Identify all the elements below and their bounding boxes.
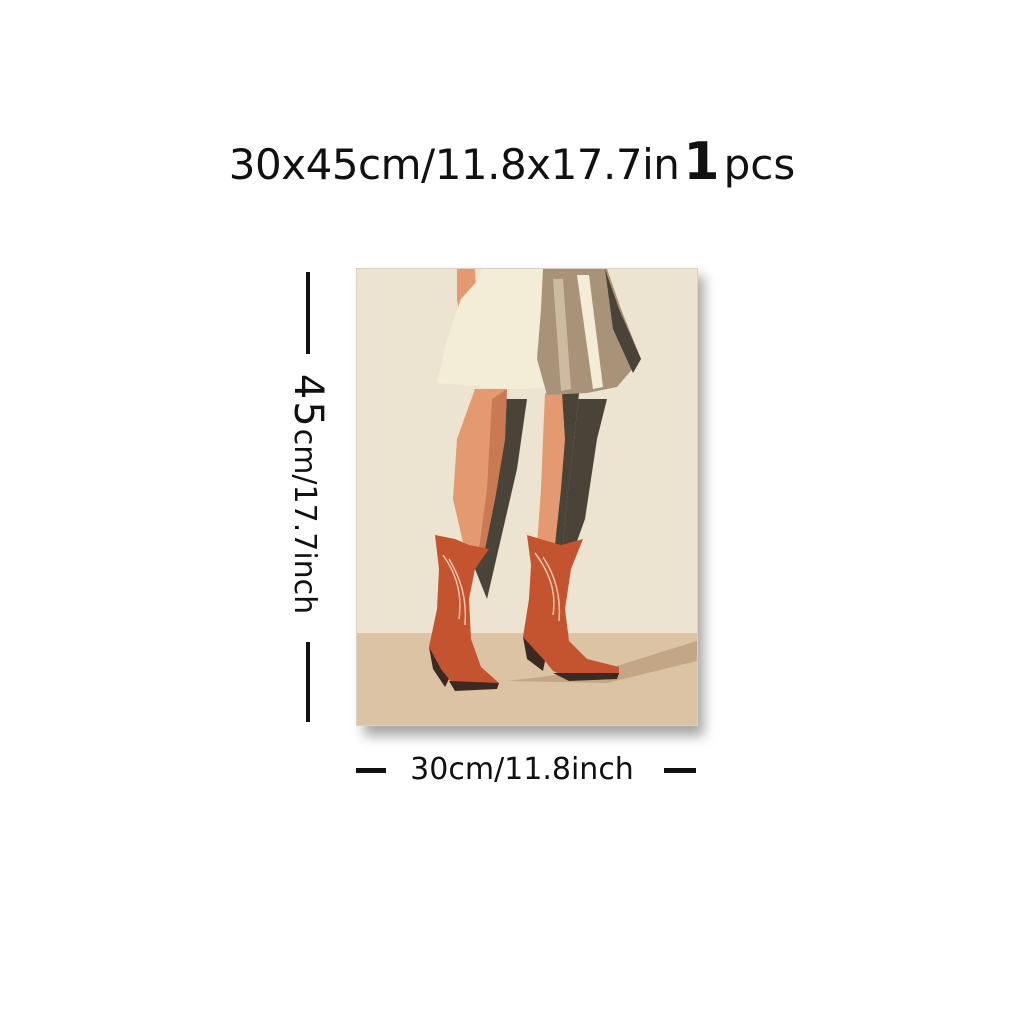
right-boot <box>523 535 619 679</box>
right-boot-heel <box>523 637 545 671</box>
width-dimension-label: 30cm/11.8inch <box>410 752 634 787</box>
quantity-unit: pcs <box>723 140 796 189</box>
quantity-number: 1 <box>683 132 720 192</box>
width-dimension-line-right <box>664 768 696 773</box>
dress-edge-shadow <box>605 269 641 373</box>
right-boot-sole <box>553 673 619 681</box>
left-boot-stitch <box>442 554 467 626</box>
legs-in-red-cowboy-boots-icon <box>357 269 697 725</box>
right-boot-stitch <box>534 552 561 622</box>
size-headline: 30x45cm/11.8x17.7in1pcs <box>0 136 1024 188</box>
left-boot-heel <box>429 647 449 687</box>
height-unit-text: cm/17.7inch <box>287 428 322 615</box>
floor-shadow <box>507 641 697 683</box>
dress-fold-2 <box>577 275 603 389</box>
height-number: 45 <box>285 373 331 429</box>
right-leg-shade <box>555 393 579 545</box>
canvas-print <box>356 268 698 726</box>
width-dimension-line-left <box>356 768 386 773</box>
height-dimension-line-top <box>306 272 310 354</box>
dress-fold-1 <box>553 279 571 391</box>
left-boot <box>429 535 499 689</box>
height-dimension-line-bottom <box>306 642 310 722</box>
height-dimension-label: 45cm/17.7inch <box>285 373 331 615</box>
size-text: 30x45cm/11.8x17.7in <box>228 140 680 189</box>
left-leg-shade <box>479 389 507 549</box>
left-boot-sole <box>449 681 499 691</box>
